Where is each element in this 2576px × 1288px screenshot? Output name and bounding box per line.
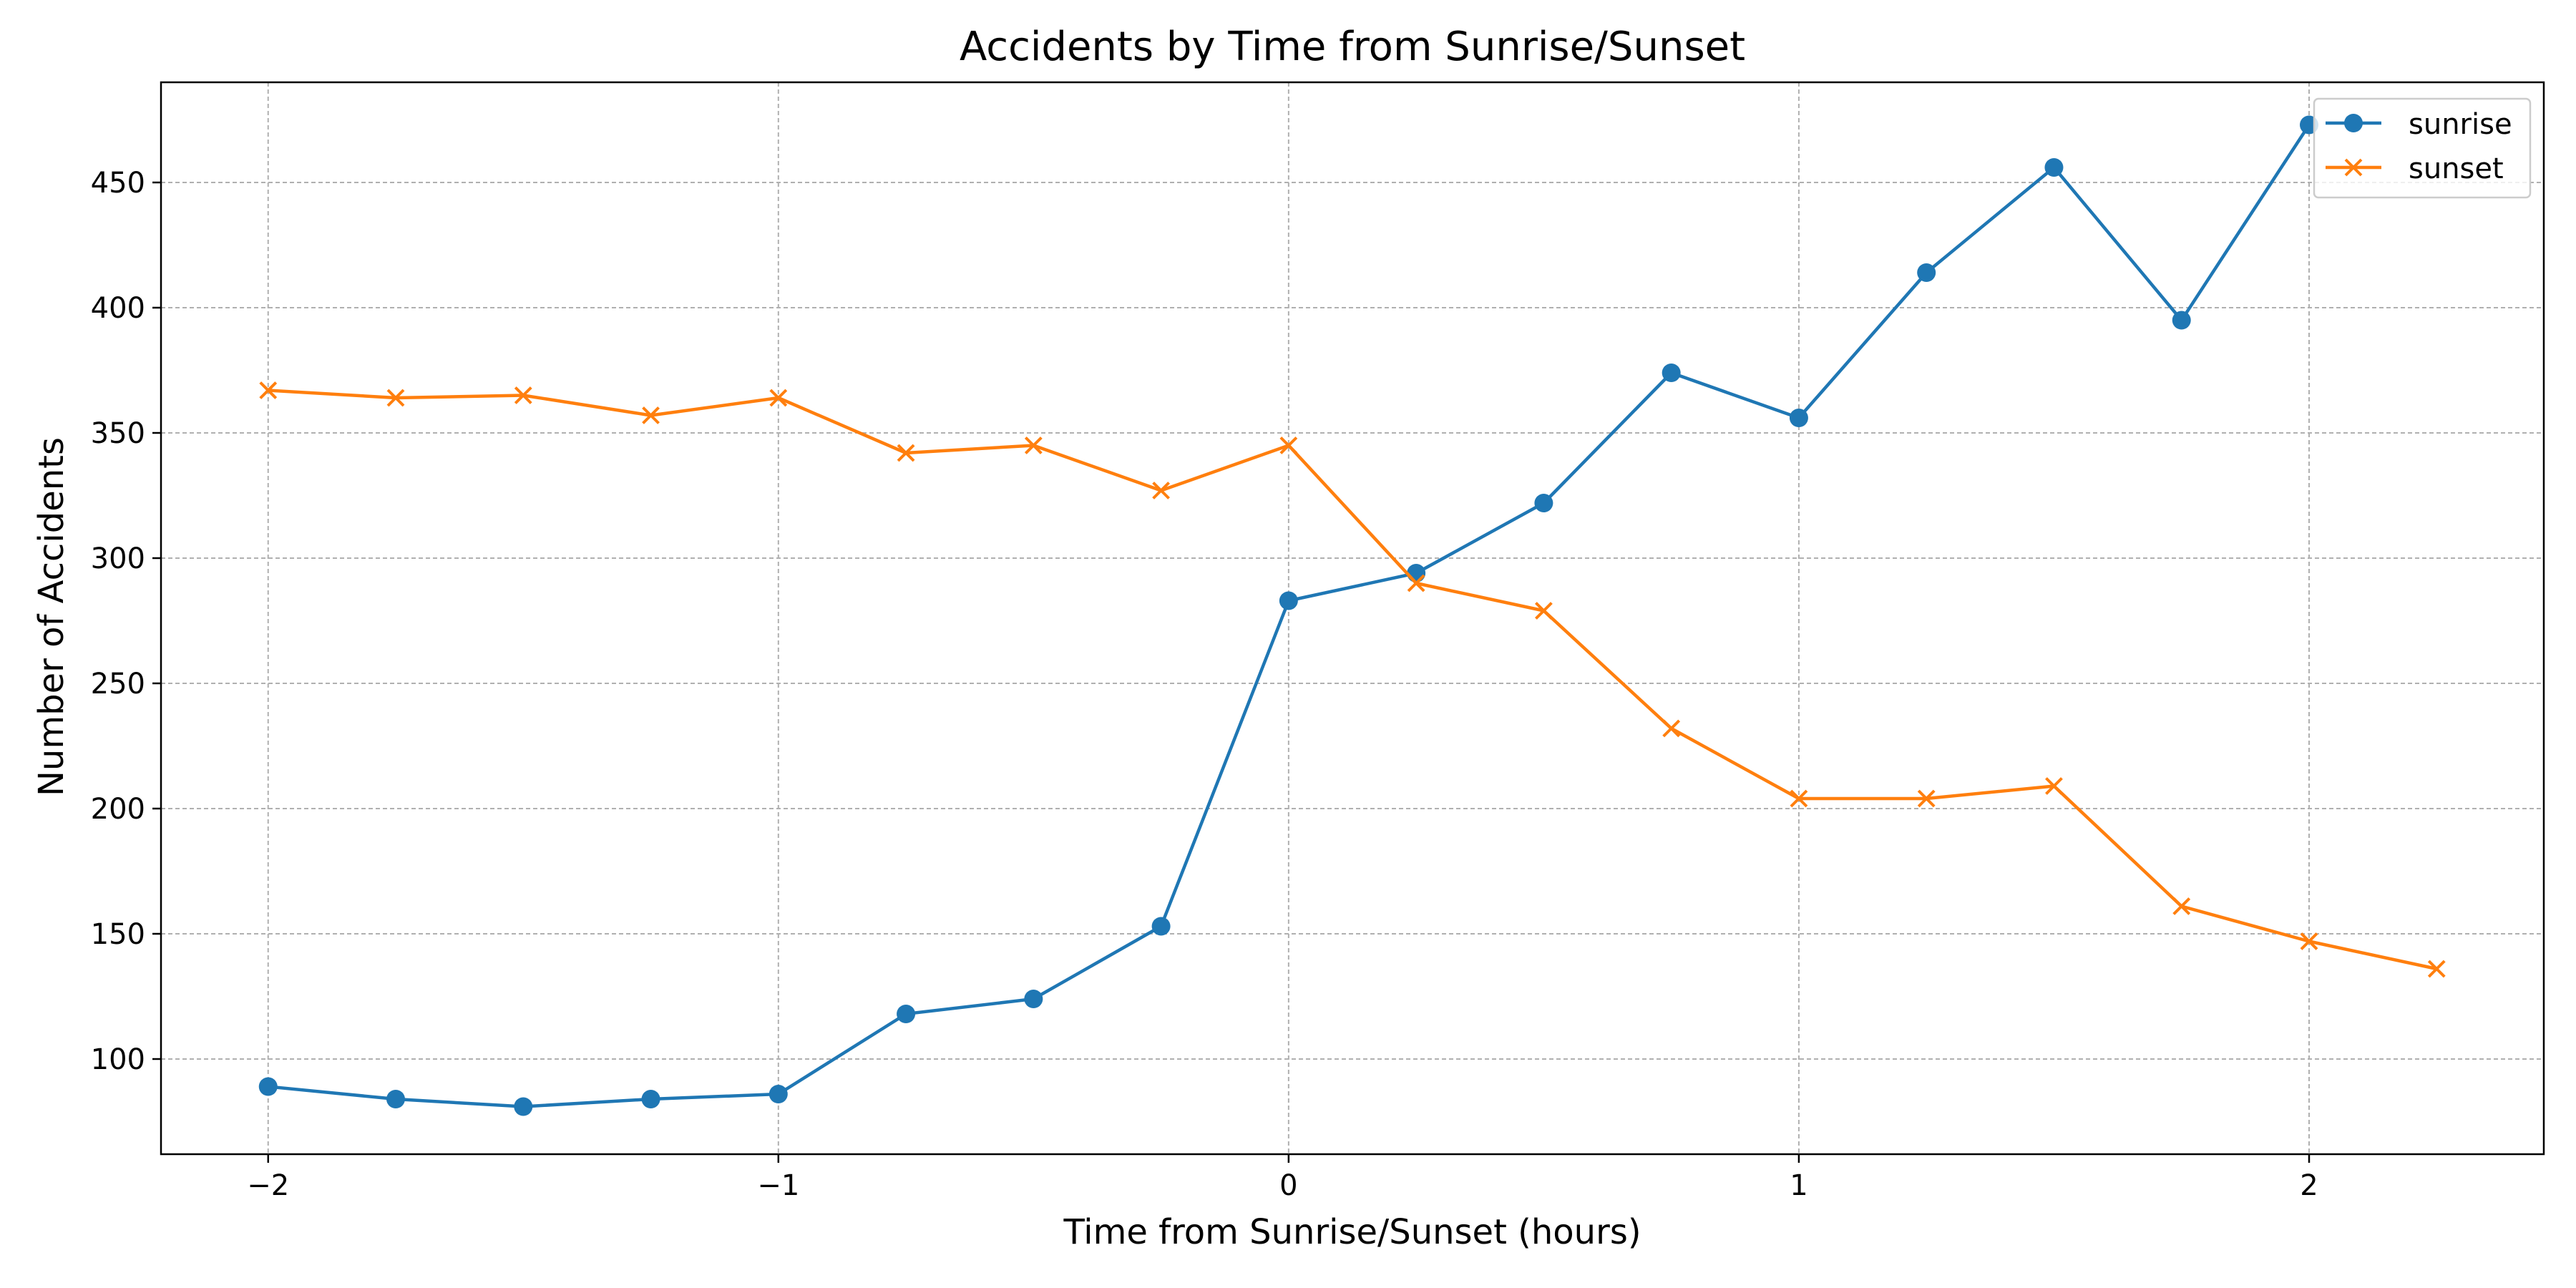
data-point-sunrise — [769, 1085, 788, 1103]
data-point-sunset — [2045, 777, 2063, 795]
data-point-sunrise — [1024, 990, 1043, 1008]
data-point-sunset — [2300, 932, 2318, 950]
y-tick-label: 400 — [91, 292, 145, 325]
data-point-sunrise — [1917, 263, 1936, 282]
series-layer — [258, 115, 2446, 1116]
data-point-sunrise — [258, 1077, 278, 1096]
data-point-sunset — [1662, 719, 1681, 738]
data-point-sunrise — [1151, 917, 1171, 936]
y-tick-label: 250 — [91, 668, 145, 701]
data-point-sunset — [1534, 602, 1553, 620]
y-tick-label: 450 — [91, 167, 145, 200]
series-line-sunset — [268, 389, 2437, 971]
data-point-sunset — [769, 389, 788, 407]
axis-ticks: −2 −1 0 1 2 100 150 200 250 300 350 400 450 — [91, 167, 2318, 1202]
y-axis-label: Number of Accidents — [31, 437, 72, 796]
data-point-sunset — [514, 386, 532, 404]
data-point-sunrise — [1534, 494, 1553, 512]
data-point-sunset — [1790, 789, 1808, 808]
series-sunset — [259, 381, 2446, 978]
x-tick-label: 2 — [2300, 1169, 2318, 1202]
data-point-sunrise — [1662, 364, 1681, 382]
data-point-sunrise — [1407, 564, 1426, 582]
grid-lines — [161, 82, 2544, 1154]
data-point-sunset — [1024, 436, 1043, 454]
legend-label-sunrise: sunrise — [2409, 108, 2512, 141]
chart-title: Accidents by Time from Sunrise/Sunset — [960, 24, 1745, 70]
legend: sunrise sunset — [2313, 97, 2532, 199]
data-point-sunset — [642, 406, 660, 424]
data-point-sunset — [1407, 574, 1425, 592]
data-point-sunset — [2427, 960, 2446, 978]
series-sunrise — [258, 115, 2318, 1116]
data-point-sunset — [897, 444, 915, 462]
data-point-sunset — [259, 381, 278, 399]
data-point-sunset — [2172, 897, 2191, 915]
y-tick-label: 350 — [91, 417, 145, 450]
data-point-sunset — [1152, 482, 1171, 499]
x-tick-label: −2 — [247, 1169, 289, 1202]
data-point-sunset — [1917, 789, 1936, 808]
data-point-sunset — [1279, 436, 1298, 454]
legend-marker-sunrise — [2344, 114, 2363, 132]
data-point-sunset — [386, 389, 405, 407]
data-point-sunrise — [897, 1005, 916, 1023]
x-tick-label: −1 — [757, 1169, 799, 1202]
legend-label-sunset: sunset — [2409, 152, 2504, 185]
data-point-sunrise — [2172, 311, 2191, 330]
x-axis-label: Time from Sunrise/Sunset (hours) — [1063, 1212, 1641, 1252]
data-point-sunrise — [1789, 409, 1808, 427]
y-tick-label: 150 — [91, 918, 145, 951]
y-tick-label: 100 — [91, 1043, 145, 1076]
data-point-sunrise — [2044, 158, 2064, 177]
data-point-sunrise — [386, 1090, 406, 1108]
y-tick-label: 300 — [91, 542, 145, 575]
y-tick-label: 200 — [91, 793, 145, 826]
data-point-sunrise — [514, 1097, 533, 1116]
x-tick-label: 1 — [1790, 1169, 1807, 1202]
x-tick-label: 0 — [1279, 1169, 1297, 1202]
data-point-sunrise — [1279, 591, 1298, 610]
data-point-sunrise — [641, 1090, 660, 1108]
plot-frame — [160, 81, 2545, 1156]
legend-marker-sunset — [2344, 158, 2363, 177]
